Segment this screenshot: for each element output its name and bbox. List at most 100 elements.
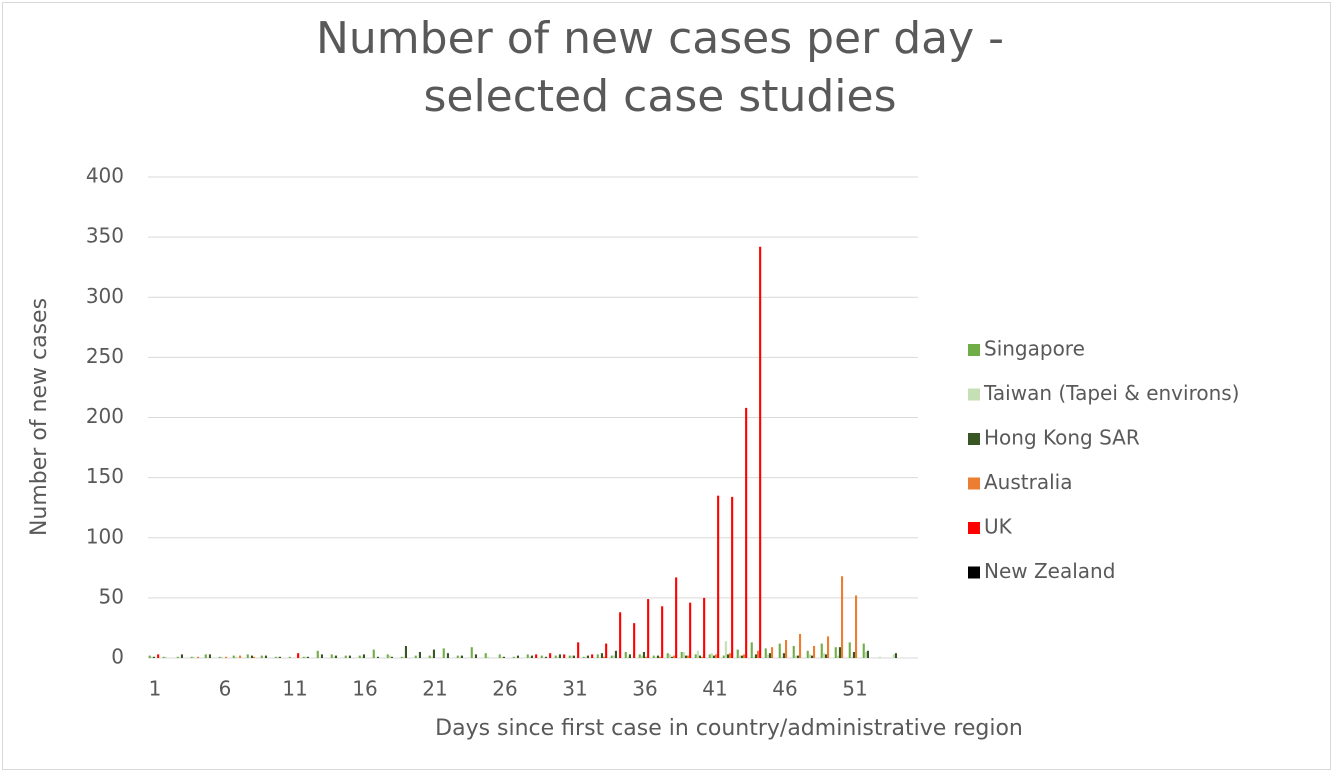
chart-title: Number of new cases per day - selected c…	[316, 13, 1004, 122]
y-tick-label: 150	[86, 464, 124, 488]
bar	[232, 655, 235, 658]
bar	[642, 651, 645, 658]
bar	[838, 647, 841, 658]
bar	[689, 602, 692, 658]
bar	[820, 643, 823, 658]
bar	[659, 656, 662, 658]
x-tick-label: 51	[842, 677, 867, 701]
bar	[715, 654, 718, 658]
bar	[638, 654, 641, 658]
bar	[619, 612, 622, 658]
bar	[668, 654, 671, 658]
bar	[855, 595, 858, 658]
bar	[500, 656, 503, 658]
bar	[729, 653, 732, 658]
bar	[600, 653, 603, 658]
bar	[390, 656, 393, 658]
bar	[726, 654, 729, 658]
bar	[778, 643, 781, 658]
bar	[540, 655, 543, 658]
legend-label: Australia	[984, 470, 1072, 494]
bar	[582, 656, 585, 658]
x-tick-label: 46	[772, 677, 797, 701]
bar	[698, 655, 701, 658]
bar	[647, 599, 650, 658]
bar	[218, 656, 221, 658]
bar	[152, 656, 155, 658]
bar	[460, 655, 463, 658]
bar	[162, 656, 165, 658]
bar	[740, 655, 743, 658]
bar	[362, 654, 365, 658]
bar	[628, 654, 631, 658]
bar	[808, 654, 811, 658]
bar	[358, 655, 361, 658]
bar	[610, 655, 613, 658]
bar	[197, 656, 200, 658]
bar	[192, 656, 195, 658]
bar	[549, 653, 552, 658]
bar	[502, 656, 505, 658]
legend-swatch	[968, 522, 980, 534]
bar	[558, 654, 561, 658]
x-tick-label: 21	[422, 677, 447, 701]
bar	[246, 654, 249, 658]
bar	[738, 655, 741, 658]
bar	[528, 656, 531, 658]
bar	[782, 653, 785, 658]
bar	[554, 655, 557, 658]
bar	[768, 653, 771, 658]
bar	[764, 648, 767, 658]
y-tick-label: 300	[86, 284, 124, 308]
bar	[834, 647, 837, 658]
bar	[484, 653, 487, 658]
bar	[722, 655, 725, 658]
legend-swatch	[968, 433, 980, 445]
bar	[645, 656, 648, 658]
legend-swatch	[968, 477, 980, 490]
y-axis-title: Number of new cases	[27, 298, 52, 536]
bar	[332, 656, 335, 658]
bar	[703, 597, 706, 658]
bar	[204, 654, 207, 658]
bar	[388, 655, 391, 658]
legend-label: UK	[984, 515, 1013, 539]
bar	[701, 656, 704, 658]
bar	[348, 655, 351, 658]
x-tick-label: 26	[492, 677, 517, 701]
bar	[150, 656, 153, 658]
bar	[164, 656, 167, 658]
bar	[568, 655, 571, 658]
bar	[278, 656, 281, 658]
bar	[633, 623, 636, 658]
bar	[852, 651, 855, 658]
bar	[892, 654, 895, 658]
bar	[603, 656, 606, 658]
legend-label: Hong Kong SAR	[984, 426, 1140, 450]
bar	[414, 655, 417, 658]
bar	[148, 655, 151, 658]
bar	[458, 656, 461, 658]
bar	[264, 655, 267, 658]
bar	[792, 645, 795, 658]
bar	[862, 643, 865, 658]
bar	[640, 655, 643, 658]
legend-swatch	[968, 566, 980, 579]
legend-label: Taiwan (Tapei & environs)	[983, 381, 1240, 405]
bar	[190, 656, 193, 658]
bar	[850, 656, 853, 658]
bar	[260, 655, 263, 658]
bar	[225, 656, 228, 658]
bar	[297, 653, 300, 658]
bar	[239, 655, 242, 658]
bar	[544, 656, 547, 658]
bar	[446, 653, 449, 658]
x-tick-label: 6	[219, 677, 232, 701]
bar	[535, 654, 538, 658]
legend-label: New Zealand	[984, 559, 1115, 583]
bar	[304, 656, 307, 658]
bar	[712, 655, 715, 658]
bar	[687, 655, 690, 658]
bar	[866, 650, 869, 658]
